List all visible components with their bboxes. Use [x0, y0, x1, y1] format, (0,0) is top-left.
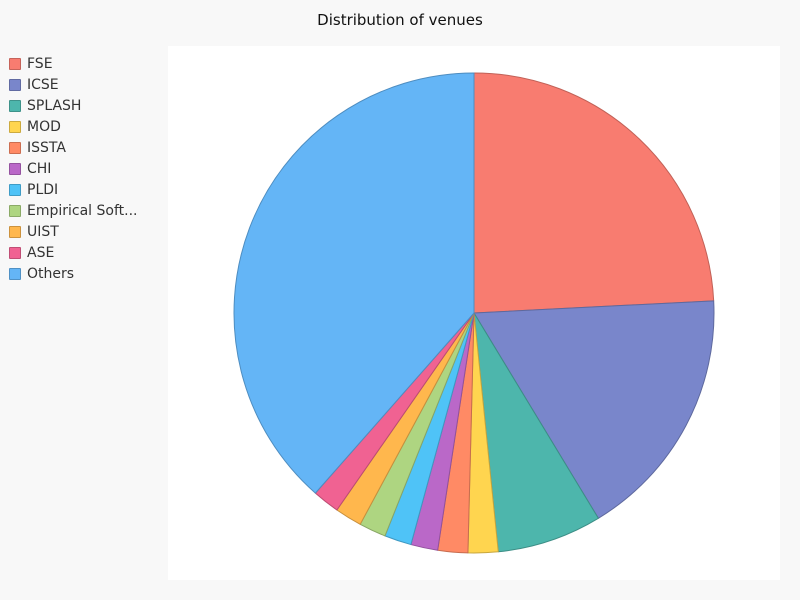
legend-label: FSE [27, 55, 53, 72]
legend-label: Others [27, 265, 75, 282]
legend-swatch [9, 99, 21, 112]
pie-slice-fse[interactable] [473, 72, 715, 314]
legend-item-others[interactable]: Others [9, 263, 159, 284]
legend-swatch [9, 162, 21, 175]
legend-item-ase[interactable]: ASE [9, 242, 159, 263]
legend-item-pldi[interactable]: PLDI [9, 179, 159, 200]
legend-swatch [9, 246, 21, 259]
pie-slice-others[interactable] [233, 72, 475, 494]
legend-item-icse[interactable]: ICSE [9, 74, 159, 95]
legend-swatch [9, 120, 21, 133]
legend-item-mod[interactable]: MOD [9, 116, 159, 137]
legend-label: PLDI [27, 181, 59, 198]
legend-swatch [9, 78, 21, 91]
legend-swatch [9, 204, 21, 217]
legend-swatch [9, 183, 21, 196]
pie-chart [233, 72, 715, 554]
plot-area [168, 46, 780, 580]
legend-label: ASE [27, 244, 55, 261]
legend-item-chi[interactable]: CHI [9, 158, 159, 179]
legend-label: ICSE [27, 76, 59, 93]
legend-item-uist[interactable]: UIST [9, 221, 159, 242]
legend-label: ISSTA [27, 139, 66, 156]
legend-item-splash[interactable]: SPLASH [9, 95, 159, 116]
chart-legend: FSE ICSE SPLASH MOD ISSTA CHI PLDI Empirical So… [9, 53, 159, 284]
legend-label: CHI [27, 160, 52, 177]
legend-item-issta[interactable]: ISSTA [9, 137, 159, 158]
legend-swatch [9, 225, 21, 238]
legend-label: SPLASH [27, 97, 82, 114]
legend-swatch [9, 267, 21, 280]
legend-label: Empirical Soft... [27, 202, 138, 219]
legend-label: UIST [27, 223, 59, 240]
legend-swatch [9, 141, 21, 154]
legend-swatch [9, 57, 21, 70]
chart-title: Distribution of venues [317, 11, 483, 29]
legend-label: MOD [27, 118, 61, 135]
pie-slice-icse[interactable] [473, 300, 715, 519]
legend-item-empirical-soft[interactable]: Empirical Soft... [9, 200, 159, 221]
pie-slice-splash[interactable] [473, 312, 599, 553]
legend-item-fse[interactable]: FSE [9, 53, 159, 74]
